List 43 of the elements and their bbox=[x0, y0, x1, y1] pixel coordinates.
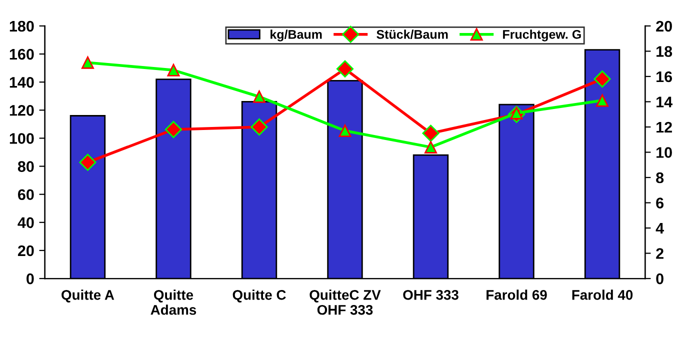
y-tick-label: 120 bbox=[10, 105, 34, 116]
y2-tick-label: 2 bbox=[656, 248, 664, 259]
x-tick-label: QuitteC ZV OHF 333 bbox=[310, 290, 381, 315]
x-tick-label: Quitte A bbox=[62, 290, 114, 302]
y-tick-label: 180 bbox=[10, 20, 34, 32]
legend-label: Fruchtgew. G bbox=[503, 30, 581, 42]
y-tick-label: 60 bbox=[18, 189, 34, 200]
x-tick-label: Farold 69 bbox=[486, 290, 547, 300]
point bbox=[594, 70, 611, 88]
y2-tick-label: 6 bbox=[656, 198, 664, 208]
y2-tick-label: 10 bbox=[656, 147, 672, 158]
y2-tick-label: 16 bbox=[656, 71, 672, 82]
y2-tick-label: 0 bbox=[656, 273, 664, 284]
legend-label: Stück/Baum bbox=[376, 30, 448, 39]
point bbox=[81, 56, 94, 69]
point bbox=[336, 60, 354, 78]
point bbox=[252, 90, 266, 103]
y-tick-label: 100 bbox=[10, 133, 34, 144]
y-tick-label: 80 bbox=[18, 161, 34, 172]
point bbox=[250, 118, 268, 136]
y-tick-label: 160 bbox=[10, 48, 34, 60]
legend-label: kg/Baum bbox=[270, 30, 322, 42]
point bbox=[164, 120, 182, 138]
y2-tick-label: 14 bbox=[656, 96, 672, 108]
x-tick-label: Quitte Adams bbox=[150, 290, 196, 315]
point bbox=[338, 124, 352, 138]
point bbox=[424, 140, 438, 154]
y2-tick-label: 4 bbox=[656, 223, 664, 234]
point bbox=[596, 94, 609, 107]
point bbox=[79, 154, 96, 171]
point bbox=[167, 64, 180, 76]
y2-tick-label: 12 bbox=[656, 122, 672, 133]
x-tick-label: Quitte C bbox=[232, 290, 286, 302]
x-tick-label: Farold 40 bbox=[572, 290, 633, 300]
y-tick-label: 20 bbox=[18, 245, 34, 256]
y-tick-label: 140 bbox=[10, 76, 34, 88]
point bbox=[422, 124, 440, 142]
x-tick-label: OHF 333 bbox=[403, 290, 458, 300]
y2-tick-label: 18 bbox=[656, 46, 672, 57]
y2-tick-label: 8 bbox=[656, 172, 664, 184]
y2-tick-label: 20 bbox=[656, 20, 672, 32]
y-tick-label: 0 bbox=[26, 273, 34, 284]
y-tick-label: 40 bbox=[18, 217, 34, 228]
